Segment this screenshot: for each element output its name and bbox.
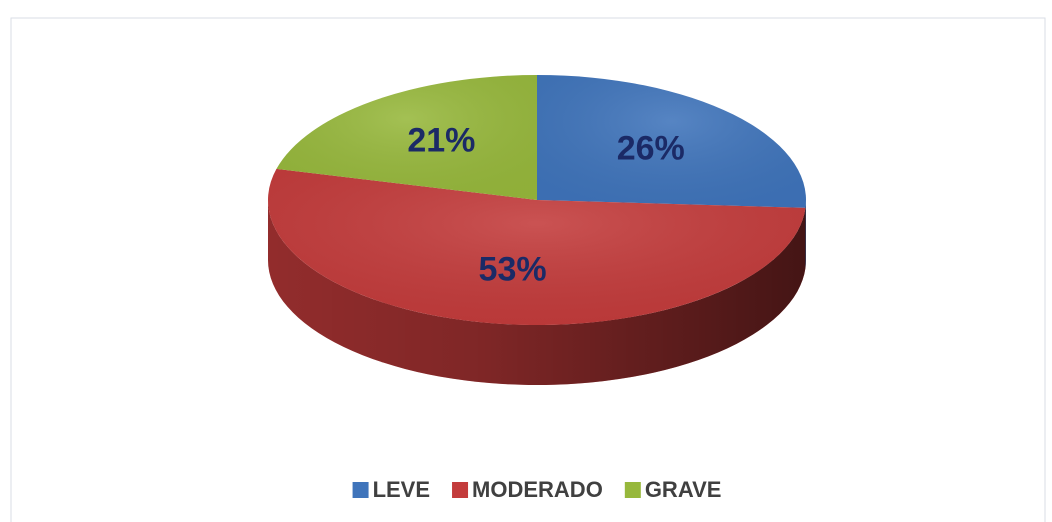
legend-swatch <box>452 482 469 498</box>
legend-swatch <box>624 482 641 498</box>
slice-shine <box>537 74 807 208</box>
legend-label: MODERADO <box>472 477 603 502</box>
slice-side-shade <box>268 200 806 386</box>
slice-side-shade <box>805 200 806 268</box>
legend-label: GRAVE <box>645 477 722 502</box>
legend-label: LEVE <box>373 477 430 502</box>
data-label: 53% <box>479 251 547 289</box>
slice-shine <box>268 168 806 325</box>
data-label: 21% <box>407 122 475 160</box>
data-label: 26% <box>617 129 685 167</box>
slice-shine <box>276 75 537 200</box>
legend-swatch <box>352 482 369 498</box>
